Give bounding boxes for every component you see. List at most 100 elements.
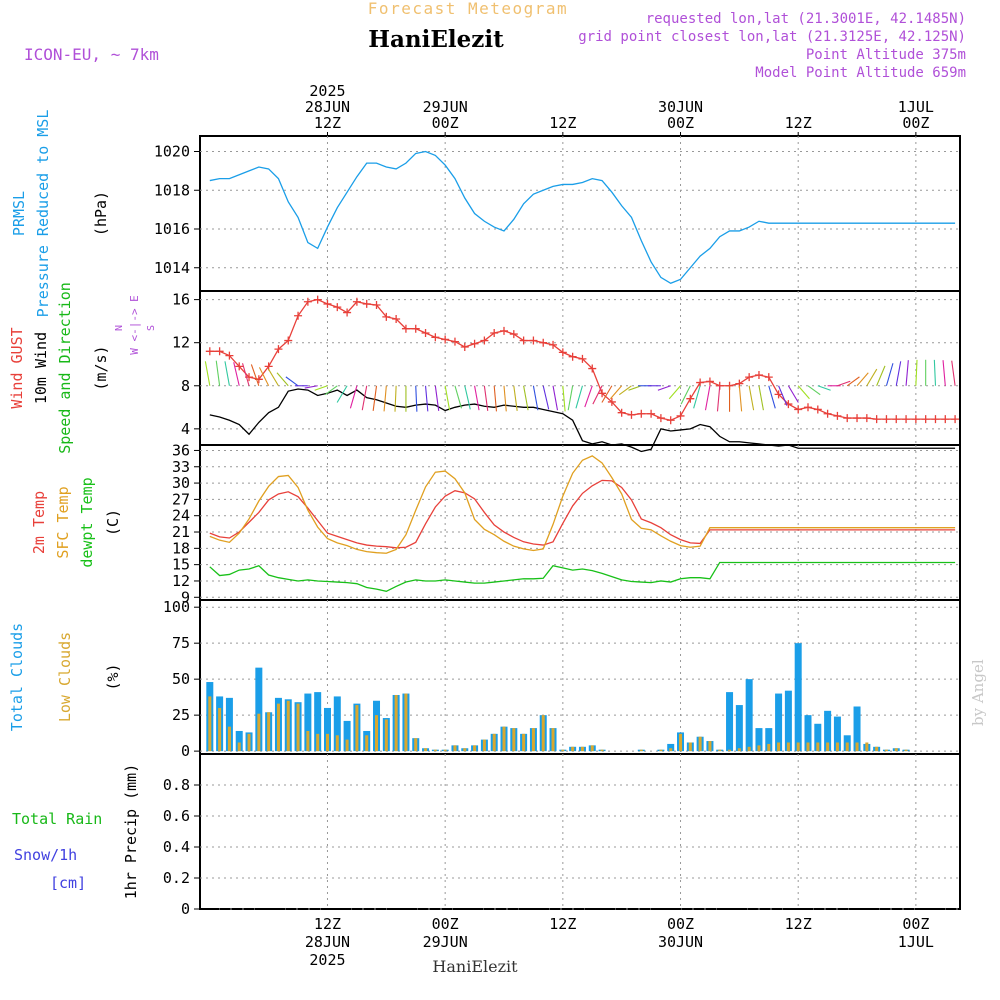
low-cloud-bar [286, 700, 290, 752]
wind-line [209, 388, 956, 453]
low-cloud-bar [590, 745, 594, 752]
low-cloud-bar [473, 745, 477, 752]
wind-direction-arrow [444, 385, 451, 411]
gust-marker [568, 352, 577, 361]
gust-label: Wind GUST [8, 327, 26, 408]
gust-marker [931, 415, 940, 424]
low-cloud-bar [492, 733, 496, 752]
low-cloud-bar [414, 738, 418, 752]
y-tick-label: 0.4 [163, 838, 190, 856]
low-cloud-bar [796, 742, 800, 752]
gust-marker [352, 297, 361, 306]
wind-direction-arrow [314, 385, 328, 391]
wind-direction-arrow [567, 385, 574, 411]
gust-marker [411, 324, 420, 333]
gust-marker [853, 414, 862, 423]
dewpt-label: dewpt Temp [78, 477, 96, 567]
total-cloud-bar [726, 692, 734, 752]
gust-marker [696, 378, 705, 387]
wind-direction-arrow [268, 368, 279, 387]
total-cloud-bar [765, 728, 773, 752]
footer-location: HaniElezit [432, 957, 518, 976]
gust-marker [460, 343, 469, 351]
low-cloud-bar [522, 733, 526, 752]
low-cloud-bar [855, 742, 859, 752]
low-cloud-bar [806, 742, 810, 752]
wind-direction-arrow [394, 385, 397, 412]
forecast-title: Forecast Meteogram [368, 0, 568, 18]
low-cloud-bar [767, 743, 771, 752]
gust-marker [401, 324, 410, 333]
wind-direction-arrow [876, 365, 886, 386]
wind-direction-arrow [215, 360, 221, 386]
wind-direction-arrow [942, 360, 946, 386]
low-cloud-bar [267, 712, 271, 752]
wind-direction-arrow [562, 385, 566, 412]
gust-marker [549, 340, 558, 349]
gust-marker [333, 303, 342, 312]
y-tick-label: 30 [172, 474, 190, 492]
gust-marker [362, 299, 371, 308]
low-cloud-bar [208, 696, 212, 752]
low-cloud-bar [394, 694, 398, 752]
wind-label: 10m Wind [32, 332, 50, 404]
y-tick-label: 27 [172, 490, 190, 508]
wind-direction-arrow [704, 385, 711, 411]
wind-direction-arrow [513, 385, 518, 411]
y-tick-label: 9 [181, 588, 190, 606]
gust-marker [490, 329, 499, 337]
bottom-time-label: 12Z [549, 915, 576, 933]
low-cloud-bar [345, 739, 349, 752]
top-time-label: 12Z [549, 114, 576, 132]
location-title: HaniElezit [368, 26, 504, 53]
gust-marker [480, 336, 489, 345]
prmsl-line [209, 150, 956, 284]
compass-north: N [114, 325, 125, 331]
wind-direction-arrow [349, 385, 358, 409]
low-cloud-bar [384, 719, 388, 752]
y-tick-label: 33 [172, 458, 190, 476]
wind-direction-arrow [748, 385, 755, 411]
total-cloud-bar [323, 707, 331, 752]
temp-unit-label: (C) [104, 509, 122, 536]
gust-marker [951, 415, 960, 424]
low-cloud-bar [737, 748, 741, 752]
total-cloud-bar [343, 720, 351, 752]
low-cloud-bar [502, 726, 506, 752]
bottom-time-label: 12Z [785, 915, 812, 933]
low-cloud-bar [325, 733, 329, 752]
gust-marker [754, 371, 763, 379]
y-tick-label: 0 [181, 900, 190, 918]
temp-line-0 [209, 479, 956, 549]
wind-direction-arrow [523, 385, 529, 411]
gust-marker [470, 339, 479, 348]
y-tick-label: 1014 [154, 259, 190, 277]
gust-marker [833, 411, 842, 420]
wind-direction-arrow [628, 385, 642, 391]
y-tick-label: 0 [181, 742, 190, 760]
gust-marker [598, 389, 607, 398]
gust-marker [372, 301, 381, 309]
low-cloud-bar [424, 748, 428, 752]
gust-marker [441, 335, 450, 344]
low-cloud-bar [551, 728, 555, 752]
gust-marker [558, 348, 567, 357]
wind-direction-arrow [817, 385, 831, 391]
gust-marker [676, 411, 685, 420]
low-cloud-bar [747, 746, 751, 752]
gust-marker [941, 415, 950, 424]
gust-marker [529, 336, 538, 345]
wind-direction-arrow [758, 385, 764, 411]
wind-direction-arrow [837, 380, 851, 387]
wind-direction-arrow [503, 385, 507, 412]
temp-line-1 [209, 455, 956, 554]
low-cloud-bar [541, 715, 545, 752]
wind-direction-arrow [601, 385, 613, 403]
gust-marker [274, 345, 283, 354]
panels-group: 1014101610181020481216912151821242730333… [8, 110, 961, 918]
gust-marker [921, 415, 930, 424]
low-cloud-bar [580, 746, 584, 752]
wind-direction-arrow [610, 385, 623, 400]
low-cloud-bar [375, 715, 379, 752]
bottom-time-label: 12Z [314, 915, 341, 933]
